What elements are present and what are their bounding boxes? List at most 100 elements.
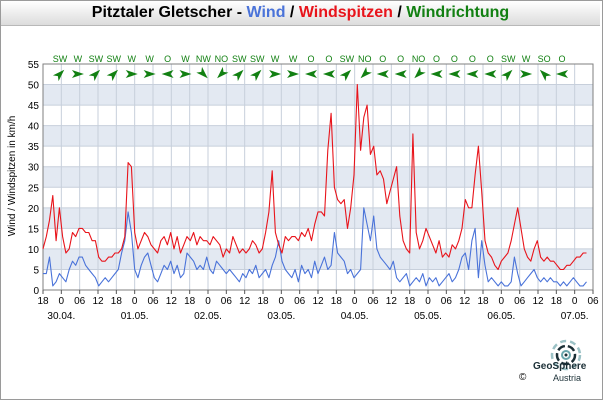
x-tick-label: 18 [111,296,123,307]
direction-label: W [271,54,280,64]
x-day-label: 03.05. [267,311,295,322]
y-tick-label: 5 [33,265,39,276]
arrow-head [339,69,352,82]
direction-arrow-icon [88,69,101,82]
x-day-label: 30.04. [47,311,75,322]
arrow-head [376,70,389,78]
title-separator: / [392,4,407,21]
arrow-head [305,70,317,78]
x-tick-label: 06 [514,296,526,307]
y-tick-label: 50 [28,81,40,92]
direction-arrow-icon [161,70,174,78]
arrow-head [143,70,156,78]
y-tick-label: 15 [28,224,40,235]
x-tick-label: 18 [551,296,563,307]
x-tick-label: 06 [294,296,306,307]
x-tick-label: 0 [205,296,211,307]
x-day-label: 06.05. [487,311,515,322]
arrow-head [125,70,138,78]
arrow-head [414,66,426,79]
arrow-head [179,70,192,78]
y-tick-label: 40 [28,122,40,133]
arrow-head [88,69,101,82]
x-tick-label: 0 [279,296,285,307]
direction-arrow-icon [360,66,372,79]
arrow-head [161,70,174,78]
direction-arrow-icon [394,70,407,78]
y-axis-label: Wind / Windspitzen in km/h [7,116,18,237]
direction-label: SW [107,54,122,64]
direction-label: SO [538,54,551,64]
direction-arrow-icon [217,66,229,79]
direction-arrow-icon [287,70,300,78]
arrow-head [52,69,65,82]
y-tick-label: 0 [33,286,39,297]
title-direction: Windrichtung [406,4,510,21]
arrow-head [322,70,335,78]
arrow-head [556,70,568,78]
direction-arrow-icon [71,70,84,78]
direction-label: NO [215,54,229,64]
direction-label: SW [53,54,68,64]
direction-arrow-icon [501,69,513,82]
arrow-head [501,69,513,82]
title-station: Pitztaler Gletscher [91,4,233,21]
arrow-head [217,66,229,79]
direction-label: W [74,54,83,64]
x-tick-label: 18 [404,296,416,307]
arrow-head [520,70,533,78]
direction-arrow-icon [179,70,192,78]
direction-label: SW [250,54,265,64]
x-tick-label: 0 [499,296,505,307]
x-tick-label: 06 [587,296,599,307]
direction-label: SW [232,54,247,64]
direction-arrow-icon [322,70,335,78]
title-wind: Wind [246,4,286,21]
direction-arrow-icon [556,70,568,78]
series-layer [42,83,587,287]
arrow-head [430,70,443,78]
direction-label: NW [196,54,211,64]
arrow-head [269,70,282,78]
series-line-windspitzen [42,83,587,271]
arrow-head [71,70,84,78]
direction-label: O [307,54,314,64]
x-tick-label: 06 [441,296,453,307]
direction-arrow-icon [430,70,443,78]
direction-label: W [181,54,190,64]
direction-label: NO [358,54,372,64]
direction-arrow-icon [539,69,552,82]
title-separator: - [232,4,247,21]
x-tick-label: 0 [132,296,138,307]
direction-label: O [397,54,404,64]
direction-label: O [469,54,476,64]
copyright-symbol: © [519,372,527,383]
direction-arrow-icon [466,70,479,78]
direction-arrow-icon [339,69,352,82]
x-tick-label: 18 [184,296,196,307]
arrow-head [232,69,244,82]
x-tick-label: 0 [572,296,578,307]
x-day-label: 05.05. [414,311,442,322]
x-tick-label: 0 [352,296,358,307]
title-gusts: Windspitzen [298,4,393,21]
x-tick-label: 06 [147,296,159,307]
direction-label: SW [340,54,355,64]
logo-name: GeoSphere [533,361,587,372]
direction-arrow-icon [125,70,138,78]
series-line-wind [43,207,587,287]
direction-arrow-icon [414,66,426,79]
y-tick-label: 25 [28,183,40,194]
direction-arrow-icon [520,70,533,78]
x-tick-label: 12 [92,296,104,307]
arrow-head [484,70,497,78]
direction-label: W [522,54,531,64]
x-tick-label: 06 [221,296,233,307]
arrow-head [287,70,300,78]
direction-label: O [558,54,565,64]
geosphere-logo-icon [550,339,582,371]
x-tick-label: 12 [386,296,398,307]
x-tick-label: 12 [459,296,471,307]
x-axis: 18 0 06 12 18 0 06 12 18 0 06 12 18 0 06 12 18 0 06 12 18 0 06… [37,290,599,322]
